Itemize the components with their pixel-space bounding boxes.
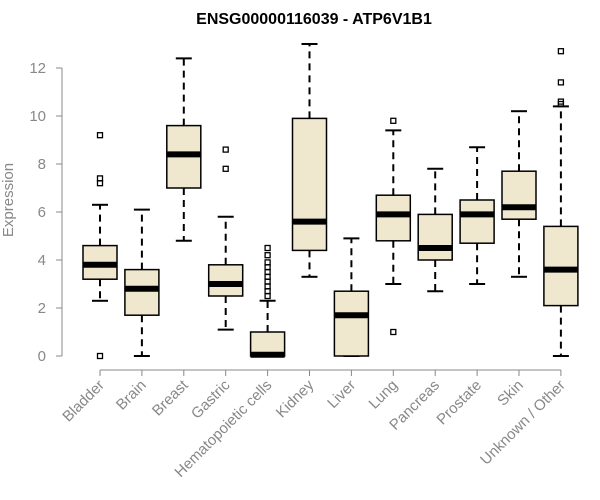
box-prostate — [459, 146, 495, 285]
box-unknown-other — [543, 48, 579, 357]
outlier-point — [557, 98, 565, 105]
x-tick-label: Prostate — [433, 377, 485, 429]
outlier-point — [96, 352, 104, 360]
x-tick-label: Bladder — [59, 377, 108, 426]
y-axis-label: Expression — [0, 163, 17, 237]
box-lung — [375, 117, 412, 336]
outlier-point — [557, 79, 565, 86]
outlier-point — [390, 328, 397, 336]
chart-title: ENSG00000116039 - ATP6V1B1 — [196, 11, 432, 28]
iqr-box — [501, 170, 537, 220]
outlier-point — [264, 252, 271, 259]
iqr-box — [207, 264, 244, 297]
iqr-box — [459, 199, 495, 244]
outlier-point — [557, 48, 565, 55]
x-tick-label: Lung — [366, 377, 402, 413]
outlier-point — [222, 165, 229, 172]
outlier-point — [264, 259, 271, 266]
iqr-box — [543, 225, 579, 307]
boxes-group — [82, 43, 579, 360]
x-tick-label: Breast — [149, 376, 192, 419]
y-tick-label: 12 — [29, 60, 46, 77]
box-breast — [166, 57, 202, 242]
x-tick-label: Liver — [324, 377, 359, 412]
iqr-box — [124, 268, 160, 316]
outlier-point — [390, 117, 397, 124]
iqr-box — [417, 213, 453, 261]
outlier-point — [222, 146, 229, 153]
iqr-box — [291, 117, 328, 252]
outlier-point — [264, 244, 271, 252]
box-gastric — [207, 146, 244, 331]
outlier-point — [96, 132, 104, 139]
y-tick-label: 8 — [38, 156, 46, 173]
outlier-point — [96, 175, 104, 182]
x-tick-label: Brain — [113, 377, 150, 414]
box-skin — [501, 110, 537, 278]
box-liver — [333, 237, 370, 357]
box-bladder — [82, 132, 118, 360]
y-tick-label: 10 — [29, 108, 46, 125]
y-tick-label: 2 — [38, 300, 46, 317]
box-kidney — [291, 43, 328, 278]
iqr-box — [333, 290, 370, 357]
box-pancreas — [417, 167, 453, 293]
y-tick-label: 6 — [38, 204, 46, 221]
y-tick-label: 4 — [38, 252, 46, 269]
y-axis: 0 2 4 6 8 10 12 — [29, 60, 63, 365]
iqr-box — [375, 194, 412, 242]
x-tick-label: Kidney — [273, 376, 318, 421]
x-tick-label: Skin — [494, 377, 527, 410]
y-tick-label: 0 — [38, 348, 46, 365]
box-brain — [124, 208, 160, 357]
box-hematopoietic-cells — [249, 244, 286, 358]
